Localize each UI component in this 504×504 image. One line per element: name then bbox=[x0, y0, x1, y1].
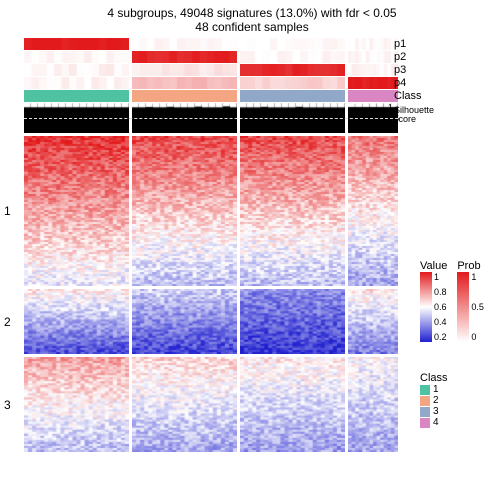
annot-p4-g4 bbox=[348, 77, 398, 89]
legend-class-title: Class bbox=[420, 372, 448, 384]
heatmap-r1-g1 bbox=[24, 136, 129, 286]
heatmap-r2-g2 bbox=[132, 289, 237, 354]
annot-p3-g2 bbox=[132, 64, 237, 76]
class-bar-g2 bbox=[132, 90, 237, 102]
legend-class-item-1: 1 bbox=[420, 384, 448, 395]
title-line-1: 4 subgroups, 49048 signatures (13.0%) wi… bbox=[0, 0, 504, 20]
annot-p2-g3 bbox=[240, 51, 345, 63]
class-bar-g3 bbox=[240, 90, 345, 102]
heatmap-r3-g1 bbox=[24, 357, 129, 452]
annot-p1-g3 bbox=[240, 38, 345, 50]
annot-p2-g4 bbox=[348, 51, 398, 63]
title-line-2: 48 confident samples bbox=[0, 20, 504, 34]
annot-label-p4: p4 bbox=[394, 77, 406, 89]
legend-value-prob: Value 10.80.60.40.2 Prob 10.50 bbox=[420, 260, 484, 342]
annot-p4-g3 bbox=[240, 77, 345, 89]
annot-p2-g2 bbox=[132, 51, 237, 63]
legend-class: Class 1234 bbox=[420, 372, 448, 428]
heatmap-r2-g1 bbox=[24, 289, 129, 354]
annot-p4-g1 bbox=[24, 77, 129, 89]
annot-p1-g4 bbox=[348, 38, 398, 50]
heatmap-r3-g4 bbox=[348, 357, 398, 452]
heatmap-r2-g4 bbox=[348, 289, 398, 354]
heatmap-row-label-1: 1 bbox=[4, 204, 11, 218]
annot-p1-g2 bbox=[132, 38, 237, 50]
annot-label-p1: p1 bbox=[394, 38, 406, 50]
annot-p3-g4 bbox=[348, 64, 398, 76]
legend-class-item-3: 3 bbox=[420, 406, 448, 417]
silhouette-label: Silhouette score bbox=[394, 106, 434, 124]
annot-label-class: Class bbox=[394, 90, 422, 102]
annot-p2-g1 bbox=[24, 51, 129, 63]
legend-class-item-2: 2 bbox=[420, 395, 448, 406]
annot-p4-g2 bbox=[132, 77, 237, 89]
heatmap-r3-g3 bbox=[240, 357, 345, 452]
annot-p3-g1 bbox=[24, 64, 129, 76]
class-bar-g4 bbox=[348, 90, 398, 102]
class-bar-g1 bbox=[24, 90, 129, 102]
annot-label-p2: p2 bbox=[394, 51, 406, 63]
heatmap-r2-g3 bbox=[240, 289, 345, 354]
annot-p3-g3 bbox=[240, 64, 345, 76]
heatmap-r1-g3 bbox=[240, 136, 345, 286]
heatmap-r1-g2 bbox=[132, 136, 237, 286]
legend-value-title: Value bbox=[420, 260, 447, 272]
legend-prob-title: Prob bbox=[457, 260, 484, 272]
heatmap-r3-g2 bbox=[132, 357, 237, 452]
heatmap-r1-g4 bbox=[348, 136, 398, 286]
legend-class-item-4: 4 bbox=[420, 417, 448, 428]
annot-p1-g1 bbox=[24, 38, 129, 50]
heatmap-row-label-2: 2 bbox=[4, 315, 11, 329]
heatmap-row-label-3: 3 bbox=[4, 398, 11, 412]
annot-label-p3: p3 bbox=[394, 64, 406, 76]
